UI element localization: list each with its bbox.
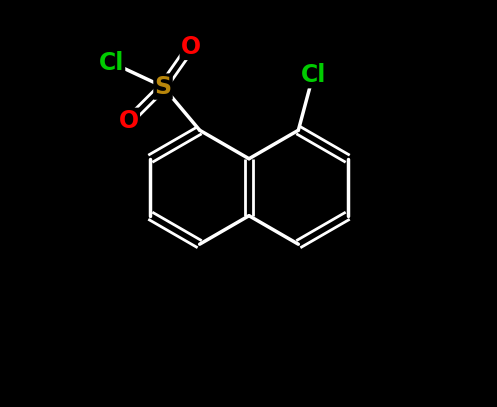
- Text: O: O: [181, 35, 201, 59]
- Text: O: O: [119, 109, 139, 133]
- Text: Cl: Cl: [99, 50, 124, 74]
- Text: S: S: [155, 74, 171, 98]
- Text: Cl: Cl: [300, 63, 326, 87]
